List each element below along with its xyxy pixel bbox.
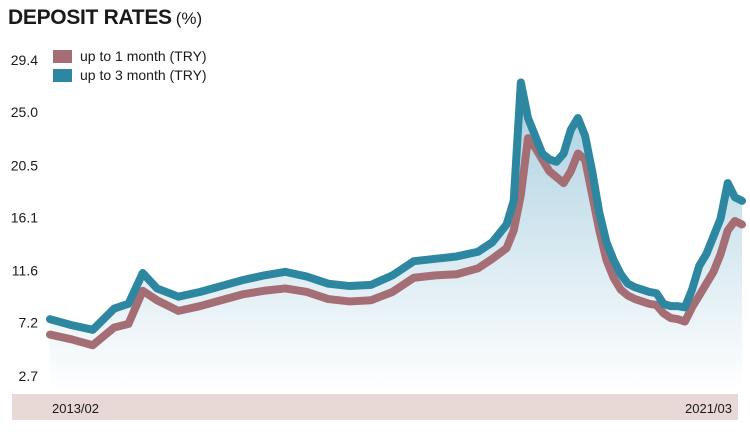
legend-label-2: up to 3 month (TRY) — [80, 67, 207, 83]
series-line-1 — [46, 134, 746, 350]
y-tick-label: 7.2 — [19, 315, 39, 331]
y-tick-label: 29.4 — [11, 52, 38, 68]
y-tick-label: 2.7 — [19, 368, 39, 384]
legend-swatch-2 — [53, 69, 72, 82]
y-tick-label: 25.0 — [11, 104, 38, 120]
x-tick-label: 2021/03 — [685, 401, 732, 416]
x-tick-label: 2013/02 — [52, 401, 99, 416]
x-axis-band — [12, 394, 738, 420]
legend-swatch-1 — [53, 50, 72, 63]
y-tick-label: 16.1 — [11, 209, 38, 225]
series-area-fill — [50, 82, 742, 391]
chart-title-main: DEPOSIT RATES — [8, 6, 172, 29]
legend-label-1: up to 1 month (TRY) — [80, 48, 207, 64]
series-line-2 — [46, 78, 746, 334]
chart-title-unit: (%) — [175, 9, 203, 28]
y-tick-label: 20.5 — [11, 157, 38, 173]
chart-title: DEPOSIT RATES (%) — [8, 6, 202, 30]
y-tick-label: 11.6 — [12, 263, 38, 279]
